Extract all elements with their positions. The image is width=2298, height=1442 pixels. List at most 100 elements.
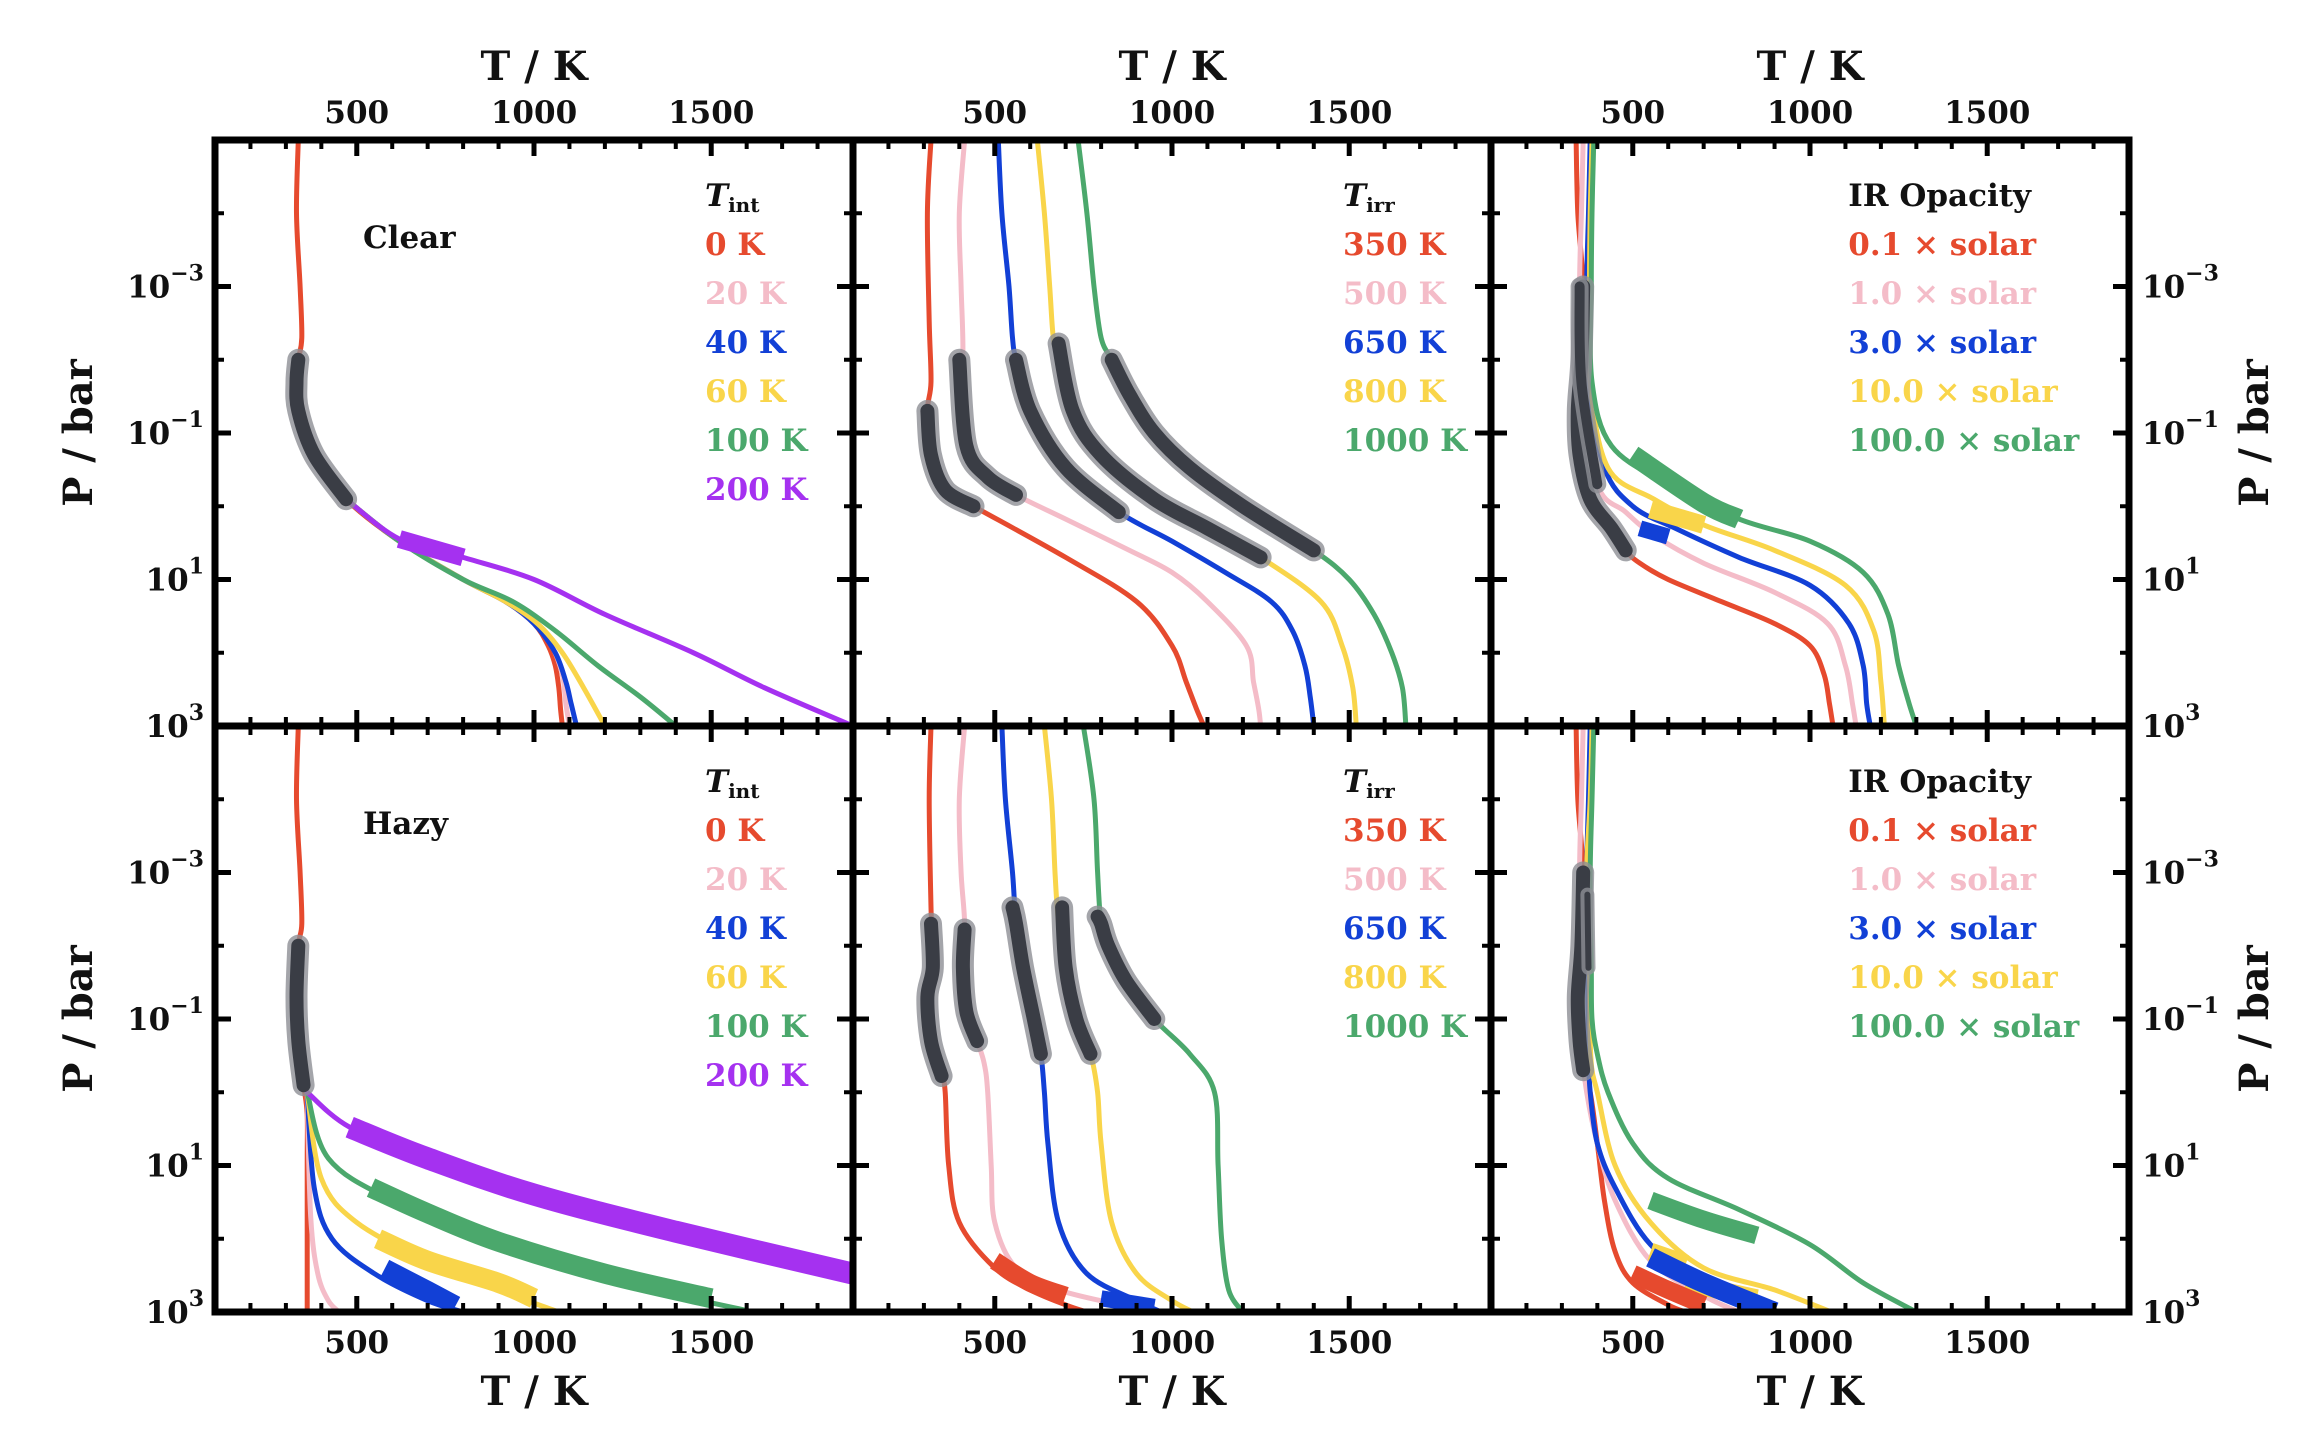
legend-entry: 3.0 × solar xyxy=(1848,325,2036,361)
series-line-40-K xyxy=(304,1089,466,1312)
cloud-band xyxy=(1090,909,1162,1026)
legend-entry: 10.0 × solar xyxy=(1848,374,2058,410)
x-tick-label-bottom: 500 xyxy=(1600,1325,1665,1361)
x-tick-label-top: 500 xyxy=(324,95,389,131)
legend-entry: 1000 K xyxy=(1343,1009,1468,1045)
legend-entry: 650 K xyxy=(1343,325,1447,361)
series-line-40-K xyxy=(343,496,579,726)
panel-0-2-plot xyxy=(1566,140,1919,726)
legend-entry: 20 K xyxy=(705,276,787,312)
cloud-band xyxy=(1055,900,1098,1061)
x-tick-label-top: 500 xyxy=(962,95,1027,131)
x-tick-label-bottom: 500 xyxy=(324,1325,389,1361)
legend-title: Tirr xyxy=(1343,764,1395,803)
legend-title: Tint xyxy=(705,764,760,803)
legend-entry: 500 K xyxy=(1343,862,1447,898)
panel-label: Hazy xyxy=(363,806,449,842)
x-axis-label-bottom: T / K xyxy=(1119,1368,1227,1415)
series-line-0.1-solar xyxy=(1573,140,1836,726)
x-tick-label-bottom: 1500 xyxy=(1944,1325,2030,1361)
cloud-band-thick xyxy=(366,1178,714,1309)
y-axis-label-left: P / bar xyxy=(55,944,102,1092)
legend-title: IR Opacity xyxy=(1848,764,2032,800)
cloud-band xyxy=(289,938,311,1093)
legend-title: Tint xyxy=(705,178,760,217)
panel-1-1-plot xyxy=(916,726,1246,1312)
x-tick-label-bottom: 1500 xyxy=(668,1325,754,1361)
legend-entry: 800 K xyxy=(1343,960,1447,996)
legend-entry: 0 K xyxy=(705,227,765,263)
panel-frame xyxy=(1487,722,2133,1316)
panel-1-2-plot xyxy=(1566,726,1919,1312)
x-tick-label-top: 1000 xyxy=(1767,95,1853,131)
series-line-20-K xyxy=(343,496,572,726)
y-tick-label-right: 101 xyxy=(2142,1140,2200,1185)
y-axis-label-right: P / bar xyxy=(2231,358,2278,506)
y-tick-label-right: 10−1 xyxy=(2142,993,2219,1038)
y-tick-label-left: 101 xyxy=(146,554,204,599)
series-line-1.0-solar xyxy=(1576,140,1859,726)
y-tick-label-left: 10−1 xyxy=(127,407,204,452)
y-axis-label-right: P / bar xyxy=(2231,944,2278,1092)
legend-entry: 1.0 × solar xyxy=(1848,862,2036,898)
x-tick-label-bottom: 1000 xyxy=(491,1325,577,1361)
legend-entry: 350 K xyxy=(1343,227,1447,263)
panel-label: Clear xyxy=(363,220,456,256)
cloud-band xyxy=(955,922,985,1049)
y-tick-label-right: 10−1 xyxy=(2142,407,2219,452)
cloud-band-thick xyxy=(1637,520,1671,545)
x-tick-label-top: 1500 xyxy=(1944,95,2030,131)
cloud-band-thick xyxy=(1647,500,1707,534)
cloud-band-thick xyxy=(396,530,466,567)
legend-entry: 60 K xyxy=(705,374,787,410)
legend-entry: 100 K xyxy=(705,1009,809,1045)
cloud-band xyxy=(1574,281,1603,490)
legend-entry: 200 K xyxy=(705,1058,809,1094)
series-line-500-K xyxy=(956,140,1264,726)
cloud-band-thick xyxy=(1627,446,1744,529)
x-axis-label-top: T / K xyxy=(1119,43,1227,90)
panel-1-0-plot xyxy=(285,726,853,1312)
cloud-band xyxy=(920,403,981,514)
x-axis-label-top: T / K xyxy=(481,43,589,90)
legend-entry: 1.0 × solar xyxy=(1848,276,2036,312)
legend-entry: 100 K xyxy=(705,423,809,459)
y-tick-label-left: 10−3 xyxy=(127,847,204,892)
series-line-10.0-solar xyxy=(1586,140,1887,726)
x-tick-label-top: 1500 xyxy=(668,95,754,131)
legend-entry: 60 K xyxy=(705,960,787,996)
legend-entry: 40 K xyxy=(705,325,787,361)
y-tick-label-left: 103 xyxy=(146,1286,204,1331)
y-axis-label-left: P / bar xyxy=(55,358,102,506)
legend-title: IR Opacity xyxy=(1848,178,2032,214)
series-line-3.0-solar xyxy=(1583,140,1873,726)
panel-0-0-plot xyxy=(285,140,853,726)
cloud-band xyxy=(1009,352,1126,520)
cloud-band-thick xyxy=(1099,1290,1156,1312)
series-line-100-K xyxy=(343,496,679,726)
x-axis-label-top: T / K xyxy=(1757,43,1865,90)
legend-entry: 800 K xyxy=(1343,374,1447,410)
legend-title: Tirr xyxy=(1343,178,1395,217)
cloud-band xyxy=(920,916,949,1083)
cloud-band-thick xyxy=(1647,1191,1760,1245)
legend-entry: 350 K xyxy=(1343,813,1447,849)
legend-entry: 3.0 × solar xyxy=(1848,911,2036,947)
x-tick-label-bottom: 500 xyxy=(962,1325,1027,1361)
x-tick-label-bottom: 1500 xyxy=(1306,1325,1392,1361)
y-tick-label-left: 10−1 xyxy=(127,993,204,1038)
x-tick-label-bottom: 1000 xyxy=(1129,1325,1215,1361)
cloud-band-thick xyxy=(373,1229,539,1308)
legend-entry: 100.0 × solar xyxy=(1848,423,2080,459)
legend-entry: 20 K xyxy=(705,862,787,898)
legend-entry: 1000 K xyxy=(1343,423,1468,459)
x-tick-label-top: 1000 xyxy=(491,95,577,131)
x-axis-label-bottom: T / K xyxy=(481,1368,589,1415)
x-tick-label-top: 1000 xyxy=(1129,95,1215,131)
cloud-band xyxy=(1104,352,1321,558)
cloud-band xyxy=(289,352,354,507)
x-axis-label-bottom: T / K xyxy=(1757,1368,1865,1415)
cloud-band xyxy=(1051,336,1268,565)
cloud-band-thick xyxy=(1646,1248,1779,1312)
